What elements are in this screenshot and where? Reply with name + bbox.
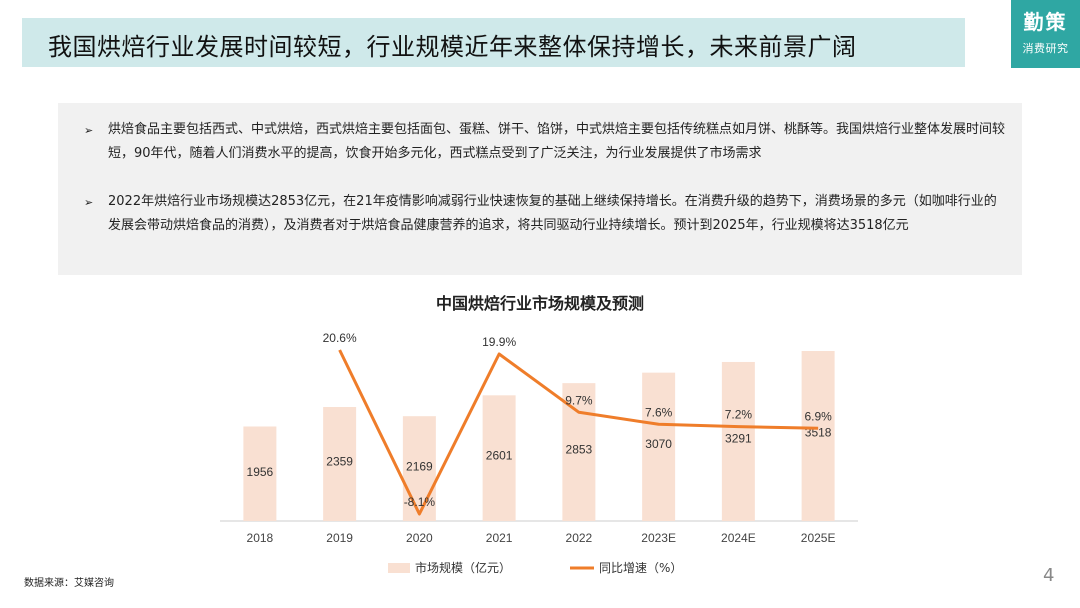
bar xyxy=(642,372,676,521)
x-tick-label: 2025E xyxy=(801,531,836,545)
summary-bullet-1: 烘焙食品主要包括西式、中式烘焙，西式烘焙主要包括面包、蛋糕、饼干、馅饼，中式烘焙… xyxy=(108,122,1006,161)
line-value-label: 20.6% xyxy=(323,331,357,345)
x-tick-label: 2019 xyxy=(326,531,353,545)
page-title: 我国烘焙行业发展时间较短，行业规模近年来整体保持增长，未来前景广阔 xyxy=(48,33,857,61)
line-value-label: 7.2% xyxy=(725,408,753,422)
x-tick-label: 2018 xyxy=(247,531,274,545)
brand-logo: 勤策 消费研究 xyxy=(1011,0,1080,68)
legend-swatch-bar xyxy=(388,563,410,573)
x-tick-label: 2024E xyxy=(721,531,756,545)
legend-label-bar: 市场规模（亿元） xyxy=(415,560,511,575)
bar xyxy=(402,416,436,521)
line-value-label: 6.9% xyxy=(804,409,832,423)
logo-sub-text: 消费研究 xyxy=(1022,42,1069,55)
bar xyxy=(562,383,596,521)
logo-main-text: 勤策 xyxy=(1023,10,1068,34)
title-bar: 我国烘焙行业发展时间较短，行业规模近年来整体保持增长，未来前景广阔 xyxy=(22,18,965,67)
bar-value-label: 2169 xyxy=(406,459,433,473)
bar-value-label: 3291 xyxy=(725,431,752,445)
bar-value-label: 2853 xyxy=(566,442,593,456)
bar-value-label: 1956 xyxy=(247,465,274,479)
arrow-right-icon: ➢ xyxy=(84,196,94,209)
line-value-label: 7.6% xyxy=(645,405,673,419)
chart-title: 中国烘焙行业市场规模及预测 xyxy=(435,294,644,313)
bar xyxy=(482,395,516,521)
bar-value-label: 2601 xyxy=(486,449,513,463)
bar xyxy=(801,351,835,521)
bar xyxy=(323,407,357,521)
x-tick-label: 2023E xyxy=(641,531,676,545)
line-value-label: -8.1% xyxy=(404,495,436,509)
page-number: 4 xyxy=(1043,565,1055,586)
x-tick-label: 2022 xyxy=(566,531,593,545)
bar xyxy=(721,361,755,521)
x-tick-label: 2021 xyxy=(486,531,513,545)
line-value-label: 19.9% xyxy=(482,335,516,349)
legend-label-line: 同比增速（%） xyxy=(599,561,682,575)
bar xyxy=(243,426,277,521)
data-source: 数据来源：艾媒咨询 xyxy=(24,578,114,589)
bar-value-label: 2359 xyxy=(326,455,353,469)
arrow-right-icon: ➢ xyxy=(84,124,94,137)
summary-box: ➢ 烘焙食品主要包括西式、中式烘焙，西式烘焙主要包括面包、蛋糕、饼干、馅饼，中式… xyxy=(58,103,1022,275)
line-value-label: 9.7% xyxy=(565,393,593,407)
bar-value-label: 3070 xyxy=(645,437,672,451)
x-tick-label: 2020 xyxy=(406,531,433,545)
summary-bullet-2: 2022年烘焙行业市场规模达2853亿元，在21年疫情影响减弱行业快速恢复的基础… xyxy=(108,194,997,233)
growth-rate-line xyxy=(338,349,819,516)
